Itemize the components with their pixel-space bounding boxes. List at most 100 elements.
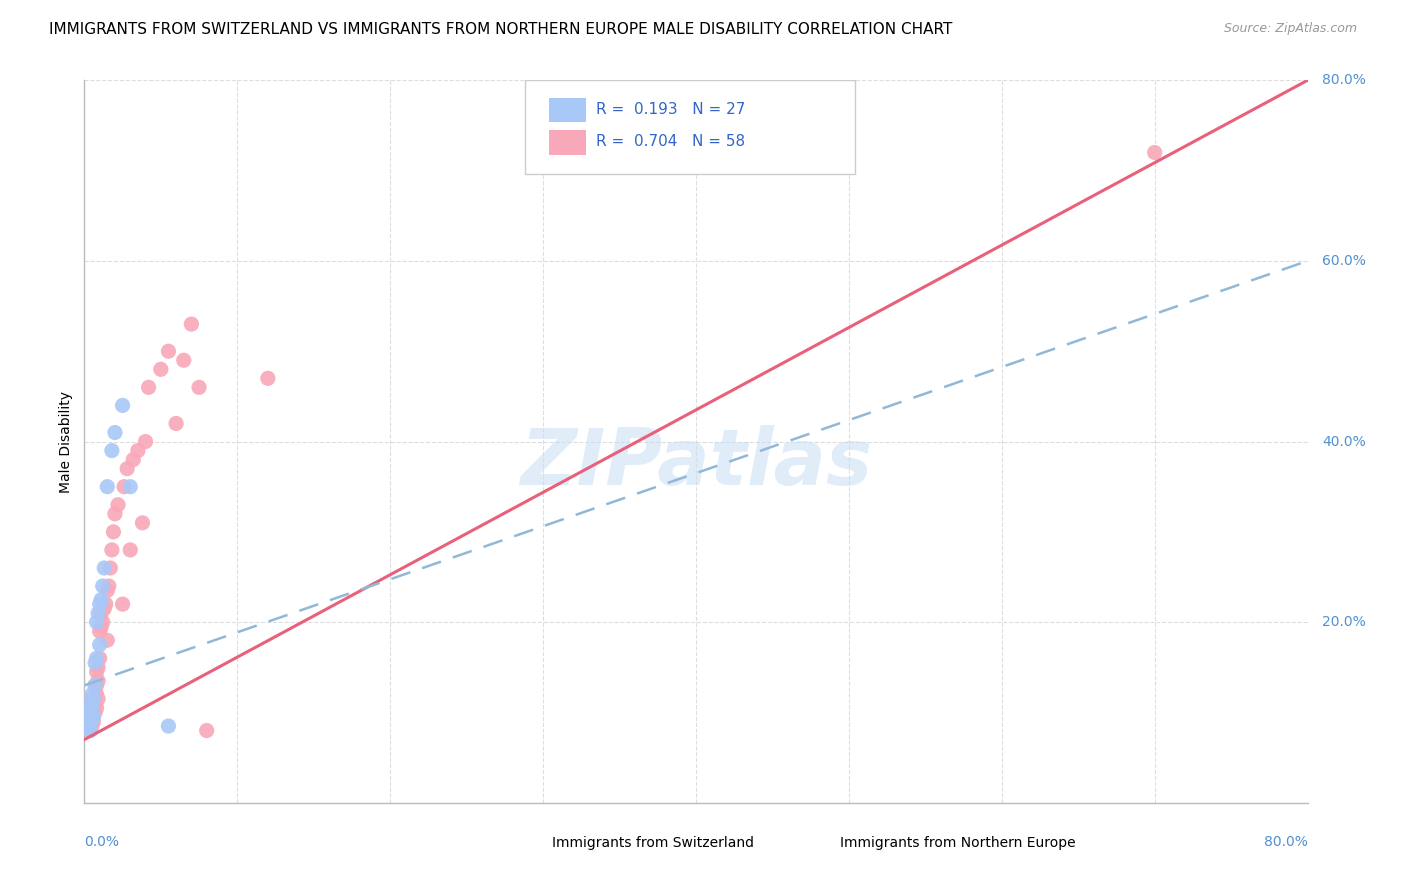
Point xyxy=(97,579,120,593)
Point xyxy=(93,601,115,615)
Point xyxy=(86,665,108,679)
Point xyxy=(112,480,135,494)
Bar xyxy=(550,130,586,154)
Point xyxy=(87,673,110,688)
Point xyxy=(79,710,101,724)
Point xyxy=(84,697,107,711)
Point xyxy=(90,620,112,634)
Point xyxy=(107,498,129,512)
Point xyxy=(80,710,103,724)
Point xyxy=(104,507,127,521)
Point xyxy=(83,692,105,706)
Point xyxy=(86,651,108,665)
Point xyxy=(138,380,160,394)
Point xyxy=(89,651,111,665)
Point xyxy=(76,710,98,724)
Point xyxy=(89,597,111,611)
Point xyxy=(83,692,105,706)
Point xyxy=(77,706,100,720)
Text: Immigrants from Northern Europe: Immigrants from Northern Europe xyxy=(841,836,1076,849)
Point xyxy=(96,583,118,598)
Point xyxy=(111,597,134,611)
Point xyxy=(83,701,105,715)
Point xyxy=(79,714,101,729)
Point xyxy=(195,723,218,738)
Point xyxy=(90,606,112,620)
Point xyxy=(87,660,110,674)
Point xyxy=(180,317,202,331)
Point xyxy=(91,579,114,593)
Point xyxy=(103,524,125,539)
Point xyxy=(173,353,195,368)
Point xyxy=(91,615,114,630)
Point xyxy=(157,719,180,733)
Point xyxy=(94,597,117,611)
Point xyxy=(83,714,105,729)
Point xyxy=(257,371,280,385)
Point xyxy=(86,615,108,630)
Point xyxy=(157,344,180,359)
Point xyxy=(84,656,107,670)
Point xyxy=(84,678,107,692)
Text: 20.0%: 20.0% xyxy=(1322,615,1367,629)
Point xyxy=(80,710,103,724)
Point xyxy=(76,706,98,720)
Point xyxy=(86,687,108,701)
Bar xyxy=(806,833,832,851)
Point xyxy=(87,692,110,706)
Point xyxy=(77,701,100,715)
Point xyxy=(115,461,138,475)
Point xyxy=(89,624,111,639)
Point xyxy=(80,706,103,720)
Point xyxy=(77,710,100,724)
Point xyxy=(120,542,142,557)
FancyBboxPatch shape xyxy=(524,80,855,174)
Point xyxy=(76,719,98,733)
Point xyxy=(80,719,103,733)
Bar xyxy=(550,97,586,122)
Point xyxy=(1143,145,1166,160)
Text: 40.0%: 40.0% xyxy=(1322,434,1367,449)
Point xyxy=(79,697,101,711)
Point xyxy=(80,692,103,706)
Point xyxy=(101,542,124,557)
Point xyxy=(149,362,172,376)
Point xyxy=(127,443,149,458)
Point xyxy=(84,678,107,692)
Point xyxy=(77,723,100,738)
Text: ZIPatlas: ZIPatlas xyxy=(520,425,872,501)
Point xyxy=(111,398,134,412)
Point xyxy=(122,452,145,467)
Text: 60.0%: 60.0% xyxy=(1322,254,1367,268)
Point xyxy=(131,516,153,530)
Text: 80.0%: 80.0% xyxy=(1264,835,1308,849)
Point xyxy=(98,561,121,575)
Point xyxy=(120,480,142,494)
Point xyxy=(135,434,157,449)
Text: 0.0%: 0.0% xyxy=(84,835,120,849)
Point xyxy=(101,443,124,458)
Point xyxy=(80,701,103,715)
Point xyxy=(80,687,103,701)
Point xyxy=(89,638,111,652)
Point xyxy=(96,633,118,648)
Text: 80.0%: 80.0% xyxy=(1322,73,1367,87)
Point xyxy=(79,714,101,729)
Point xyxy=(104,425,127,440)
Point xyxy=(79,723,101,738)
Point xyxy=(90,592,112,607)
Y-axis label: Male Disability: Male Disability xyxy=(59,391,73,492)
Point xyxy=(86,701,108,715)
Point xyxy=(188,380,211,394)
Text: R =  0.704   N = 58: R = 0.704 N = 58 xyxy=(596,134,745,149)
Bar xyxy=(519,833,546,851)
Text: IMMIGRANTS FROM SWITZERLAND VS IMMIGRANTS FROM NORTHERN EUROPE MALE DISABILITY C: IMMIGRANTS FROM SWITZERLAND VS IMMIGRANT… xyxy=(49,22,953,37)
Text: R =  0.193   N = 27: R = 0.193 N = 27 xyxy=(596,102,745,117)
Point xyxy=(96,480,118,494)
Point xyxy=(165,417,187,431)
Point xyxy=(86,678,108,692)
Point xyxy=(84,706,107,720)
Point xyxy=(83,710,105,724)
Point xyxy=(79,697,101,711)
Point xyxy=(93,561,115,575)
